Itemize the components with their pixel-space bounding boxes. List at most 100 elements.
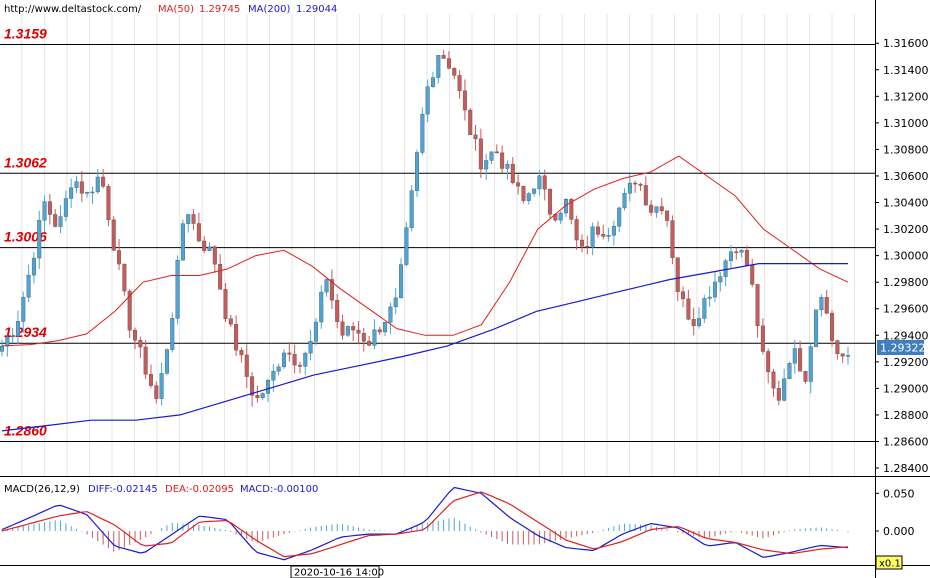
candle-body	[494, 151, 499, 154]
price-axis[interactable]: 1.31600 1.31400 1.31200 1.31000 1.30800 1.306…	[875, 37, 929, 475]
time-label-box	[290, 565, 380, 578]
candle-body	[361, 333, 366, 342]
candle-body	[500, 152, 505, 169]
candle-body	[117, 250, 122, 265]
macd-title: MACD(26,12,9)	[4, 484, 80, 495]
time-label: 2020-10-16 14:00	[294, 568, 384, 578]
candle-body	[808, 346, 813, 382]
candle-body	[766, 351, 771, 373]
candle-body	[420, 113, 425, 153]
price-tick-label: 1.28600	[883, 435, 929, 448]
price-tick-label: 1.30600	[883, 170, 929, 183]
price-tick-label: 1.31000	[883, 117, 929, 130]
candle-body	[526, 193, 531, 201]
macd-diff-value: DIFF:-0.02145	[88, 484, 158, 495]
candle-body	[138, 339, 143, 348]
candle-body	[154, 385, 159, 399]
candle-body	[835, 340, 840, 354]
candle-body	[106, 186, 111, 221]
candle-body	[95, 176, 100, 193]
macd-diff-line	[1, 486, 849, 561]
candle-body	[798, 348, 803, 372]
candle-body	[393, 297, 398, 308]
candle-body	[760, 325, 765, 352]
candle-body	[771, 371, 776, 389]
candle-body	[569, 199, 574, 220]
candle-body	[143, 346, 148, 375]
candle-body	[21, 296, 26, 322]
candle-body	[532, 188, 537, 194]
price-tick-label: 1.31200	[883, 90, 929, 103]
candlesticks[interactable]	[0, 49, 851, 407]
candle-body	[707, 296, 712, 299]
candle-body	[590, 226, 595, 247]
candle-body	[415, 152, 420, 191]
price-tick-label: 1.28800	[883, 409, 929, 422]
candle-body	[202, 240, 207, 251]
candle-body	[111, 219, 116, 251]
level-label: 1.3159	[4, 26, 47, 42]
candle-body	[85, 192, 90, 194]
candle-body	[585, 246, 590, 248]
candle-body	[260, 393, 265, 398]
candle-body	[266, 380, 271, 394]
candle-body	[340, 321, 345, 336]
candle-body	[537, 175, 542, 190]
candle-body	[659, 206, 664, 212]
candle-body	[548, 188, 553, 215]
candle-body	[404, 227, 409, 265]
gridlines	[21, 14, 855, 476]
price-tick-label: 1.30200	[883, 223, 929, 236]
level-label: 1.2934	[4, 324, 47, 340]
candle-body	[271, 370, 276, 381]
candle-body	[164, 349, 169, 374]
level-label: 1.3062	[4, 154, 47, 170]
candle-body	[441, 55, 446, 59]
candle-body	[196, 223, 201, 242]
candle-body	[0, 345, 4, 352]
candle-body	[787, 363, 792, 380]
candle-body	[175, 259, 180, 319]
candle-body	[744, 250, 749, 266]
ma50-line	[1, 155, 849, 347]
candle-body	[313, 321, 318, 342]
candle-body	[595, 226, 600, 235]
candle-body	[718, 276, 723, 283]
macd-panel[interactable]: 0.050 0.000	[1, 486, 915, 561]
candle-body	[814, 309, 819, 347]
candle-body	[824, 296, 829, 314]
candle-body	[521, 185, 526, 201]
candle-body	[468, 109, 473, 136]
candle-body	[282, 352, 287, 368]
candle-body	[430, 77, 435, 87]
candle-body	[712, 281, 717, 298]
candle-body	[516, 182, 521, 187]
candle-body	[297, 364, 302, 367]
candle-body	[505, 163, 510, 169]
candle-body	[383, 322, 388, 333]
candle-body	[324, 279, 329, 293]
candle-body	[292, 354, 297, 366]
candle-body	[579, 239, 584, 247]
candle-body	[792, 348, 797, 364]
ma200-line	[1, 263, 848, 432]
candle-body	[782, 378, 787, 401]
macd-tick-label: 0.050	[883, 487, 915, 500]
candle-body	[446, 58, 451, 69]
candle-body	[191, 214, 196, 224]
price-tick-label: 1.31400	[883, 64, 929, 77]
candle-body	[622, 193, 627, 209]
candle-body	[218, 264, 223, 290]
candle-body	[10, 335, 15, 338]
candle-body	[239, 350, 244, 356]
zoom-badge[interactable]	[875, 555, 903, 570]
price-tick-label: 1.28400	[883, 462, 929, 475]
candle-body	[42, 201, 47, 221]
ma200-value: 1.29044	[296, 4, 337, 15]
candle-body	[649, 204, 654, 213]
price-tick-label: 1.29600	[883, 303, 929, 316]
candle-body	[63, 198, 68, 217]
candle-body	[611, 225, 616, 236]
candle-body	[457, 75, 462, 92]
